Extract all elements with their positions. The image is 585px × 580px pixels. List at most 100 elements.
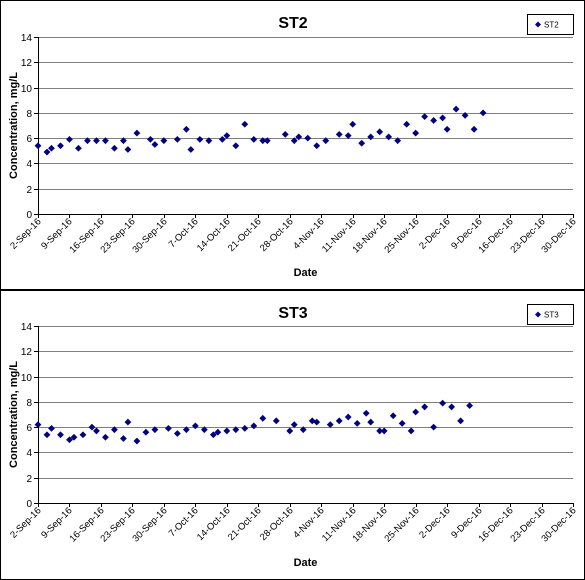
data-point [439, 399, 447, 407]
data-point [385, 133, 393, 141]
chart-title: ST3 [278, 305, 307, 322]
data-point [93, 137, 100, 145]
data-point [88, 423, 96, 431]
legend-label: ST2 [544, 21, 559, 30]
data-point [452, 105, 460, 113]
y-tick-label: 2 [26, 185, 32, 196]
data-point [124, 418, 132, 426]
data-point [421, 403, 429, 411]
data-point [151, 426, 159, 434]
data-point [66, 136, 73, 143]
data-point [259, 414, 267, 422]
data-point [200, 426, 208, 434]
data-point [111, 144, 118, 152]
data-point [281, 130, 289, 138]
data-point [133, 437, 141, 445]
data-point [191, 422, 199, 430]
data-point [84, 137, 91, 145]
data-point [223, 132, 231, 140]
y-tick-label: 4 [26, 448, 32, 459]
data-point [151, 141, 159, 148]
data-point [146, 136, 154, 143]
data-point [75, 144, 82, 152]
data-point [313, 142, 321, 150]
data-point [421, 113, 429, 121]
data-point [286, 427, 294, 435]
y-tick-label: 14 [21, 33, 33, 44]
data-point [412, 408, 420, 416]
chart-panel-2: ST3024681012142-Sep-169-Sep-1616-Sep-162… [0, 290, 585, 580]
data-point [290, 421, 298, 429]
data-point [430, 423, 438, 431]
data-point [232, 142, 240, 150]
data-point [232, 426, 240, 434]
x-axis-label: Date [294, 557, 318, 569]
data-point [398, 419, 406, 427]
data-point [79, 431, 87, 439]
y-tick-label: 12 [21, 347, 33, 358]
data-point [182, 125, 190, 133]
data-point [43, 431, 51, 439]
data-point [367, 133, 375, 141]
data-point [218, 136, 226, 143]
chart-border [0, 290, 585, 580]
y-axis-label: Concentration, mg/L [8, 361, 20, 468]
data-point [160, 137, 168, 145]
data-point [448, 403, 456, 411]
data-point [322, 137, 330, 145]
data-point [43, 148, 51, 156]
data-point [326, 421, 334, 429]
data-point [367, 418, 375, 426]
y-tick-label: 14 [21, 322, 33, 333]
chart-panel-1: ST2024681012142-Sep-169-Sep-1616-Sep-162… [0, 0, 585, 290]
data-point [173, 430, 181, 437]
data-point [57, 431, 64, 439]
data-point [241, 120, 249, 128]
y-tick-label: 4 [26, 159, 32, 170]
data-point [479, 109, 487, 117]
data-point [182, 426, 190, 434]
data-point [344, 132, 352, 140]
data-point [214, 428, 222, 436]
legend-marker [535, 311, 541, 318]
data-point [187, 146, 195, 153]
data-point [470, 125, 478, 133]
data-point [164, 425, 172, 432]
data-point [241, 425, 249, 432]
data-point [133, 129, 141, 137]
data-point [466, 402, 473, 410]
data-point [142, 428, 150, 436]
data-point [353, 419, 361, 427]
y-tick-label: 12 [21, 58, 33, 69]
data-point [120, 435, 127, 442]
data-point [34, 421, 42, 429]
data-point [263, 137, 271, 145]
data-point [70, 433, 78, 441]
y-tick-label: 6 [26, 423, 32, 434]
data-point [412, 129, 420, 137]
data-point [295, 133, 303, 141]
data-point [299, 426, 307, 434]
data-point [205, 137, 213, 145]
data-point [389, 412, 397, 420]
chart-border [0, 0, 585, 290]
data-point [209, 431, 217, 439]
data-point [394, 137, 402, 145]
data-point [93, 427, 100, 435]
data-point [313, 418, 321, 426]
y-tick-label: 10 [21, 84, 33, 95]
data-point [173, 136, 181, 143]
data-point [111, 426, 118, 434]
data-point [102, 137, 109, 145]
data-point [102, 433, 109, 441]
data-point [335, 130, 343, 138]
y-axis-label: Concentration, mg/L [8, 72, 20, 179]
legend-box [527, 304, 574, 325]
data-point [34, 142, 42, 150]
y-tick-label: 0 [26, 210, 32, 221]
data-point [48, 425, 55, 432]
data-point [344, 413, 352, 421]
legend-box [527, 14, 574, 35]
